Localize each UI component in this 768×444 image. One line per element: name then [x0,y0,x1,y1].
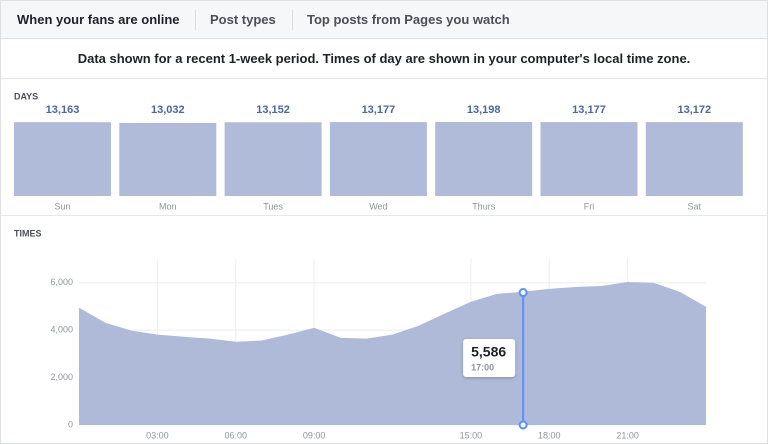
x-tick-label: 15:00 [460,430,483,440]
chart-title: TIMES [14,228,42,238]
y-tick-label: 2,000 [50,372,73,382]
bar [329,122,427,196]
x-tick-label: 09:00 [303,430,326,440]
divider [1,78,767,79]
x-tick-label: Fri [584,201,595,211]
value-label: 13,163 [46,104,80,116]
x-tick-label: Sat [688,201,702,211]
tooltip-box [463,339,516,377]
x-tick-label: 21:00 [616,430,639,440]
bar [224,122,322,196]
tab-bar: When your fans are online Post types Top… [1,1,767,39]
divider [1,215,767,216]
bar [645,122,743,196]
y-tick-label: 6,000 [50,277,73,287]
bar [119,122,217,196]
y-tick-label: 4,000 [50,325,73,335]
x-tick-label: 18:00 [538,430,561,440]
hover-point [518,288,528,298]
x-tick-label: Thurs [472,201,496,211]
tooltip-x: 17:00 [471,362,494,372]
area-line [78,281,707,344]
x-tick-label: Wed [369,201,387,211]
x-tick-label: Tues [263,201,283,211]
x-tick-label: Sun [54,201,70,211]
value-label: 13,177 [572,104,606,116]
value-label: 13,172 [677,104,711,116]
hover-base [518,420,528,430]
chart-title: DAYS [14,91,38,101]
value-label: 13,032 [151,104,185,116]
x-tick-label: 06:00 [224,430,247,440]
tab[interactable]: Top posts from Pages you watch [307,12,510,27]
y-tick-label: 0 [68,419,73,429]
bar [540,122,638,196]
bar [14,122,111,196]
bar [435,122,533,196]
tab[interactable]: Post types [210,12,276,27]
separator [195,10,196,30]
value-label: 13,198 [467,104,501,116]
separator [292,10,293,30]
tooltip-value: 5,586 [471,344,506,360]
tab[interactable]: When your fans are online [17,12,180,27]
value-label: 13,177 [362,104,396,116]
area-fill [79,282,706,425]
x-tick-label: Mon [159,201,177,211]
note: Data shown for a recent 1-week period. T… [77,51,691,66]
value-label: 13,152 [256,104,290,116]
x-tick-label: 03:00 [146,430,169,440]
